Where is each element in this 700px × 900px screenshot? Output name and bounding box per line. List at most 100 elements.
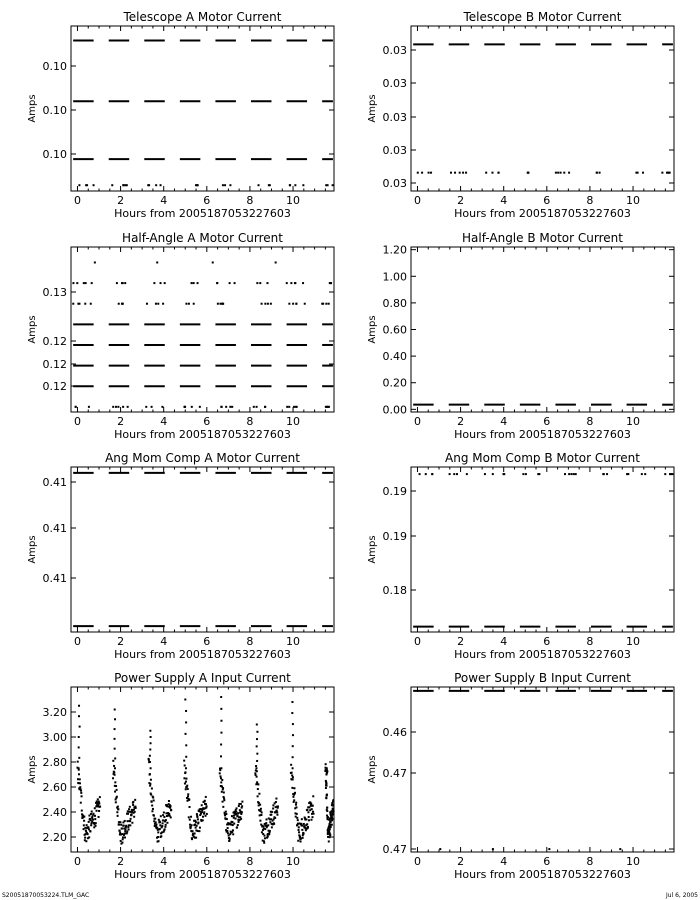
data-point	[221, 785, 224, 788]
y-tick-label: 0.12	[43, 380, 68, 393]
data-point	[241, 805, 244, 808]
data-point	[156, 840, 159, 843]
data-point	[195, 836, 198, 839]
data-point	[548, 848, 551, 851]
data-point	[325, 302, 328, 305]
data-point	[185, 796, 188, 799]
data-point	[84, 282, 87, 285]
data-point	[151, 804, 154, 807]
data-point	[256, 752, 259, 755]
data-point	[296, 819, 299, 822]
data-point	[192, 302, 195, 305]
data-point	[194, 823, 197, 826]
x-tick-label: 6	[203, 415, 210, 428]
data-point	[91, 818, 94, 821]
data-point	[95, 805, 98, 808]
y-tick-label: 2.80	[43, 756, 68, 769]
data-point	[255, 775, 258, 778]
data-point	[150, 793, 153, 796]
x-tick-label: 4	[160, 194, 167, 207]
y-tick-label: 0.40	[383, 350, 408, 363]
data-point	[265, 826, 268, 829]
data-point	[86, 837, 89, 840]
data-point	[188, 798, 191, 801]
data-point	[465, 171, 468, 174]
data-point	[635, 171, 638, 174]
data-point	[219, 767, 222, 770]
data-point	[194, 184, 197, 187]
data-point	[126, 810, 129, 813]
data-point	[291, 745, 294, 748]
data-point	[165, 803, 168, 806]
data-point	[77, 773, 80, 776]
data-point	[153, 822, 156, 825]
data-point	[122, 821, 125, 824]
data-point	[234, 810, 237, 813]
data-point	[196, 814, 199, 817]
data-point	[238, 802, 241, 805]
data-point	[416, 171, 419, 174]
y-tick-label: 2.60	[43, 781, 68, 794]
data-point	[198, 808, 201, 811]
data-point	[159, 184, 162, 187]
x-tick-label: 2	[457, 415, 464, 428]
data-point	[221, 302, 224, 305]
data-point	[324, 766, 327, 769]
y-tick-label: 0.10	[43, 60, 68, 73]
x-tick-label: 4	[500, 635, 507, 648]
data-point	[194, 821, 197, 824]
data-point	[121, 841, 124, 844]
data-point	[230, 815, 233, 818]
data-point	[120, 823, 123, 826]
data-point	[191, 830, 194, 833]
data-point	[292, 793, 295, 796]
data-point	[85, 830, 88, 833]
x-tick-label: 2	[117, 415, 124, 428]
data-point	[157, 831, 160, 834]
data-point	[200, 804, 203, 807]
data-point	[113, 784, 116, 787]
data-point	[192, 282, 195, 285]
data-point	[184, 788, 187, 791]
data-point	[184, 732, 187, 735]
data-point	[326, 816, 329, 819]
data-point	[131, 809, 134, 812]
data-point	[326, 806, 329, 809]
data-point	[260, 302, 263, 305]
data-point	[154, 821, 157, 824]
data-point	[156, 828, 159, 831]
data-point	[122, 405, 125, 408]
data-point	[130, 813, 133, 816]
data-point	[325, 797, 328, 800]
y-tick-label: 0.19	[383, 485, 408, 498]
data-point	[119, 831, 122, 834]
data-point	[123, 832, 126, 835]
data-point	[134, 806, 137, 809]
data-point	[126, 820, 129, 823]
data-point	[97, 815, 100, 818]
data-point	[198, 810, 201, 813]
data-point	[258, 814, 261, 817]
data-point	[274, 800, 277, 803]
x-tick-label: 0	[74, 635, 81, 648]
data-point	[134, 798, 137, 801]
data-point	[288, 302, 291, 305]
data-point	[263, 837, 266, 840]
data-point	[524, 473, 527, 476]
data-point	[83, 819, 86, 822]
data-point	[260, 813, 263, 816]
data-point	[329, 833, 332, 836]
data-point	[195, 829, 198, 832]
data-point	[257, 804, 260, 807]
data-point	[199, 812, 202, 815]
data-point	[194, 826, 197, 829]
data-point	[82, 824, 85, 827]
data-point	[196, 184, 199, 187]
data-point	[273, 822, 276, 825]
data-point	[266, 282, 269, 285]
data-point	[310, 812, 313, 815]
data-point	[325, 781, 328, 784]
data-point	[203, 799, 206, 802]
data-point	[201, 815, 204, 818]
